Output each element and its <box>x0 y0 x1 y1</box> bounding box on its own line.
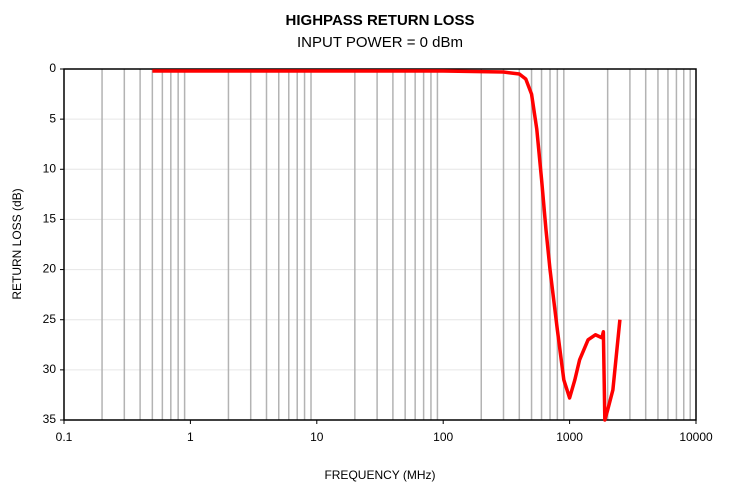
y-tick-label: 10 <box>43 161 57 175</box>
x-tick-label: 10 <box>310 430 324 444</box>
y-tick-label: 5 <box>49 111 56 125</box>
plot-area <box>64 69 696 420</box>
y-tick-label: 15 <box>43 212 57 226</box>
x-tick-label: 100 <box>433 430 453 444</box>
x-tick-label: 0.1 <box>56 430 73 444</box>
data-line <box>152 69 622 422</box>
plot-frame <box>63 68 697 421</box>
x-tick-label: 1 <box>187 430 194 444</box>
y-tick-label: 30 <box>43 362 57 376</box>
chart-title: HIGHPASS RETURN LOSS <box>286 12 475 29</box>
y-tick-label: 25 <box>43 312 57 326</box>
y-tick-label: 0 <box>49 61 56 75</box>
chart-subtitle: INPUT POWER = 0 dBm <box>297 34 463 51</box>
x-tick-label: 10000 <box>679 430 713 444</box>
y-tick-label: 35 <box>43 412 57 426</box>
x-tick-label: 1000 <box>556 430 583 444</box>
y-tick-label: 20 <box>43 262 57 276</box>
x-axis-label: FREQUENCY (MHz) <box>324 468 435 482</box>
y-axis-label: RETURN LOSS (dB) <box>10 188 24 299</box>
